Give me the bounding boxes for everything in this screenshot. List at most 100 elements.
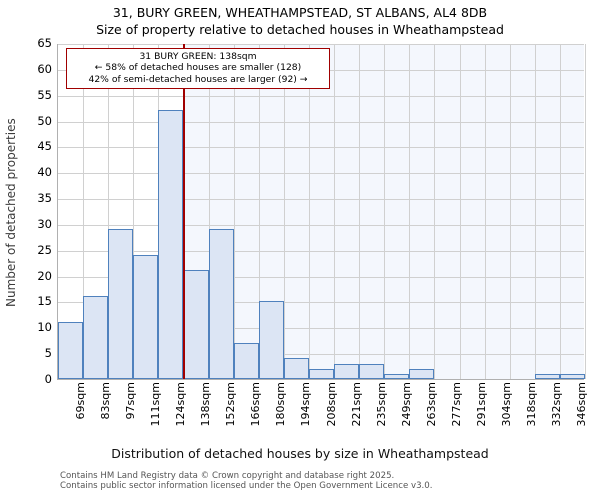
x-tick-label-124sqm: 124sqm bbox=[173, 382, 187, 427]
bar-180sqm bbox=[258, 301, 284, 379]
chart-title-block: 31, BURY GREEN, WHEATHAMPSTEAD, ST ALBAN… bbox=[0, 4, 600, 38]
larger-region-shading bbox=[183, 44, 584, 379]
y-tick-label-65: 65 bbox=[37, 36, 52, 50]
x-tick-label-277sqm: 277sqm bbox=[449, 382, 463, 427]
x-tick-label-111sqm: 111sqm bbox=[148, 382, 162, 427]
y-tick-label-10: 10 bbox=[37, 320, 52, 335]
x-tick-label-208sqm: 208sqm bbox=[324, 382, 338, 427]
y-tick-label-60: 60 bbox=[37, 61, 52, 76]
x-tick-label-166sqm: 166sqm bbox=[249, 382, 263, 427]
x-tick-label-304sqm: 304sqm bbox=[500, 382, 514, 427]
y-tick-label-30: 30 bbox=[37, 216, 52, 231]
gridline-y-40 bbox=[58, 173, 584, 175]
bar-111sqm bbox=[133, 254, 159, 379]
gridline-x-21 bbox=[585, 44, 586, 379]
gridline-y-55 bbox=[58, 95, 584, 97]
y-tick-label-0: 0 bbox=[44, 372, 52, 386]
y-tick-label-35: 35 bbox=[37, 191, 52, 206]
y-tick-label-45: 45 bbox=[37, 139, 52, 154]
x-tick-label-138sqm: 138sqm bbox=[199, 382, 213, 427]
gridline-x-14 bbox=[409, 44, 411, 379]
gridline-y-10 bbox=[58, 328, 584, 330]
y-tick-label-5: 5 bbox=[44, 346, 52, 361]
bar-208sqm bbox=[308, 368, 335, 379]
chart-subtitle: Size of property relative to detached ho… bbox=[96, 22, 504, 37]
gridline-x-15 bbox=[434, 44, 436, 379]
bar-97sqm bbox=[108, 229, 134, 379]
gridline-y-15 bbox=[58, 302, 584, 304]
y-tick-label-55: 55 bbox=[37, 87, 52, 102]
gridline-y-25 bbox=[58, 250, 584, 252]
gridline-x-3 bbox=[133, 44, 135, 379]
subject-property-marker bbox=[183, 44, 186, 379]
footer-line-2: Contains public sector information licen… bbox=[60, 481, 433, 492]
annotation-line-1: 31 BURY GREEN: 138sqm bbox=[139, 51, 257, 62]
annotation-line-2: ← 58% of detached houses are smaller (12… bbox=[94, 62, 302, 74]
bar-124sqm bbox=[158, 110, 184, 379]
y-tick-label-25: 25 bbox=[37, 242, 52, 257]
bar-194sqm bbox=[283, 358, 309, 379]
y-tick-label-40: 40 bbox=[37, 165, 52, 180]
bar-332sqm bbox=[534, 373, 560, 379]
gridline-y-45 bbox=[58, 147, 584, 149]
bar-138sqm bbox=[183, 270, 209, 379]
footer-line-1: Contains HM Land Registry data © Crown c… bbox=[60, 471, 395, 481]
bar-166sqm bbox=[233, 342, 259, 379]
gridline-x-16 bbox=[459, 44, 461, 379]
annotation-box: 31 BURY GREEN: 138sqm ← 58% of detached … bbox=[66, 48, 330, 90]
bar-221sqm bbox=[334, 363, 360, 379]
footer-attribution: Contains HM Land Registry data © Crown c… bbox=[60, 471, 580, 492]
bar-83sqm bbox=[83, 296, 109, 379]
gridline-y-5 bbox=[58, 354, 584, 356]
gridline-x-20 bbox=[559, 44, 561, 379]
gridline-x-10 bbox=[308, 44, 310, 379]
y-tick-label-20: 20 bbox=[37, 268, 52, 283]
x-tick-label-194sqm: 194sqm bbox=[299, 382, 313, 427]
gridline-y-30 bbox=[58, 224, 584, 226]
chart-title: 31, BURY GREEN, WHEATHAMPSTEAD, ST ALBAN… bbox=[112, 5, 488, 20]
bar-263sqm bbox=[409, 368, 435, 379]
gridline-x-9 bbox=[283, 44, 285, 379]
y-tick-label-50: 50 bbox=[37, 113, 52, 128]
bar-346sqm bbox=[559, 373, 585, 379]
gridline-x-17 bbox=[484, 44, 486, 379]
x-axis-ticks: 69sqm 83sqm 97sqm 111sqm 124sqm 138sqm 152sqm 1… bbox=[57, 382, 589, 444]
plot-area: 31 BURY GREEN: 138sqm ← 58% of detached … bbox=[57, 44, 586, 380]
gridline-x-7 bbox=[233, 44, 235, 379]
gridline-y-50 bbox=[58, 121, 584, 123]
gridline-x-1 bbox=[83, 44, 85, 379]
x-tick-label-152sqm: 152sqm bbox=[224, 382, 238, 427]
x-axis-title: Distribution of detached houses by size … bbox=[111, 446, 489, 461]
x-tick-label-263sqm: 263sqm bbox=[424, 382, 438, 427]
x-tick-label-332sqm: 332sqm bbox=[550, 382, 564, 427]
bar-152sqm bbox=[208, 229, 234, 379]
x-tick-label-318sqm: 318sqm bbox=[525, 382, 539, 427]
x-tick-label-69sqm: 69sqm bbox=[73, 382, 87, 420]
annotation-line-3: 42% of semi-detached houses are larger (… bbox=[88, 73, 308, 85]
x-tick-label-221sqm: 221sqm bbox=[349, 382, 363, 427]
x-tick-label-249sqm: 249sqm bbox=[399, 382, 413, 427]
y-axis-ticks: 0 5 10 15 20 25 30 35 40 45 50 55 60 65 bbox=[0, 37, 52, 384]
gridline-x-12 bbox=[359, 44, 361, 379]
x-tick-label-180sqm: 180sqm bbox=[274, 382, 288, 427]
x-tick-label-291sqm: 291sqm bbox=[475, 382, 489, 427]
x-tick-label-235sqm: 235sqm bbox=[374, 382, 388, 427]
x-tick-label-97sqm: 97sqm bbox=[123, 382, 137, 420]
gridline-x-11 bbox=[334, 44, 336, 379]
gridline-x-13 bbox=[384, 44, 386, 379]
gridline-x-8 bbox=[258, 44, 260, 379]
bar-235sqm bbox=[359, 363, 385, 379]
gridline-y-65 bbox=[58, 44, 584, 45]
x-tick-label-346sqm: 346sqm bbox=[575, 382, 589, 427]
y-tick-label-15: 15 bbox=[37, 294, 52, 309]
gridline-x-6 bbox=[208, 44, 210, 379]
x-tick-label-83sqm: 83sqm bbox=[98, 382, 112, 420]
gridline-y-35 bbox=[58, 199, 584, 201]
bar-series bbox=[58, 44, 585, 379]
gridline-x-19 bbox=[534, 44, 536, 379]
gridline-x-18 bbox=[509, 44, 511, 379]
gridline-x-2 bbox=[108, 44, 110, 379]
bar-249sqm bbox=[384, 373, 410, 379]
gridline-y-20 bbox=[58, 276, 584, 278]
